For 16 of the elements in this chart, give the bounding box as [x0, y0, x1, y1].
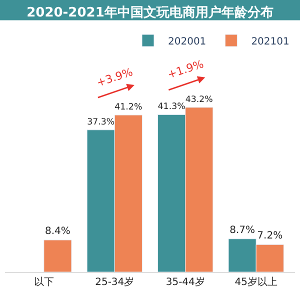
x-tick-label: 以下 — [34, 276, 54, 288]
data-label: 43.2% — [185, 94, 213, 105]
data-label: 7.2% — [257, 230, 283, 242]
data-label: 37.3% — [87, 117, 115, 128]
chart-title: 2020-2021年中国文玩电商用户年龄分布 — [26, 4, 274, 21]
x-tick-label: 35-44岁 — [166, 276, 205, 288]
legend-label: 202101 — [251, 36, 290, 48]
data-label: 8.7% — [230, 224, 256, 236]
data-label: 8.4% — [44, 226, 70, 237]
annotation: +3.9% — [95, 66, 134, 90]
annotation: +1.9% — [166, 58, 206, 82]
data-label: 41.3% — [158, 102, 186, 112]
data-label: 41.2% — [114, 102, 142, 112]
legend-label: 202001 — [168, 36, 206, 48]
x-tick-label: 25-34岁 — [95, 276, 134, 288]
x-tick-label: 45岁以上 — [234, 276, 278, 288]
